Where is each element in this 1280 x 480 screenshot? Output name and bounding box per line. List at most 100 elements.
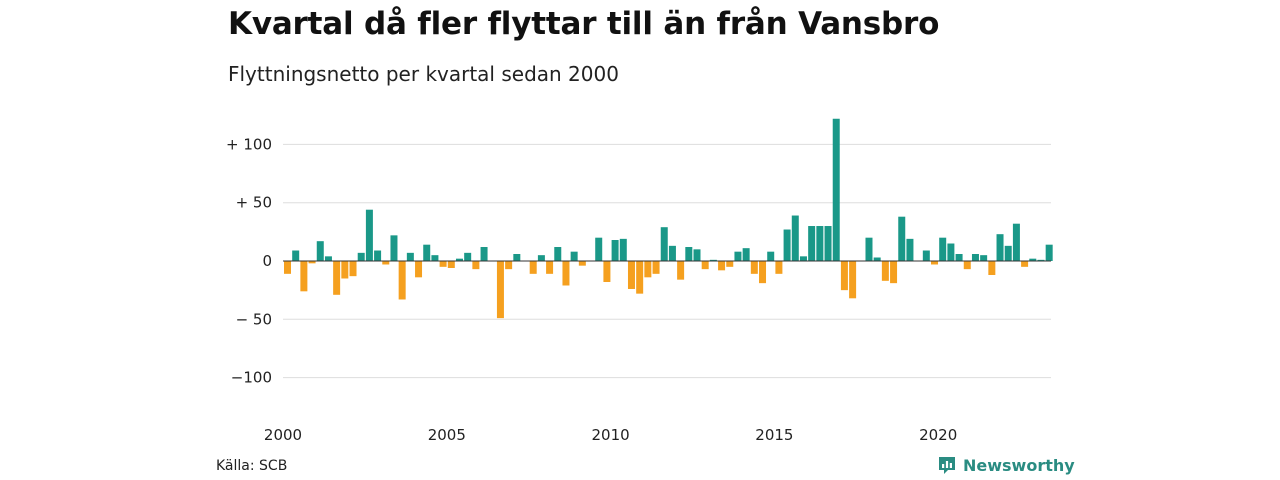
bar xyxy=(906,238,914,261)
bar xyxy=(455,258,463,261)
bar xyxy=(546,261,554,274)
bar xyxy=(439,261,447,267)
x-tick-label: 2010 xyxy=(592,426,630,444)
bar xyxy=(636,261,644,294)
bar xyxy=(398,261,406,300)
bar xyxy=(767,251,775,261)
bar xyxy=(595,237,603,261)
bar xyxy=(865,237,873,261)
bar xyxy=(799,256,807,261)
bar xyxy=(824,226,832,261)
bar xyxy=(660,227,668,261)
bar xyxy=(849,261,857,299)
bar xyxy=(627,261,635,289)
bar xyxy=(816,226,824,261)
bar xyxy=(685,247,693,261)
bar xyxy=(644,261,652,278)
bar xyxy=(652,261,660,274)
bar xyxy=(1012,223,1020,261)
bar xyxy=(578,261,586,266)
bar xyxy=(464,252,472,261)
bar xyxy=(513,254,521,261)
x-tick-label: 2020 xyxy=(919,426,957,444)
bar xyxy=(570,251,578,261)
bar xyxy=(333,261,341,295)
y-tick-label: + 50 xyxy=(236,194,272,212)
bar xyxy=(980,255,988,261)
bar xyxy=(750,261,758,274)
bar xyxy=(406,252,414,261)
bar xyxy=(988,261,996,275)
bar xyxy=(881,261,889,281)
bars xyxy=(283,118,1053,319)
bar xyxy=(759,261,767,284)
bar xyxy=(349,261,357,277)
brand-name: Newsworthy xyxy=(963,455,1075,475)
bar xyxy=(505,261,513,270)
y-tick-label: + 100 xyxy=(226,135,272,153)
bar xyxy=(693,249,701,261)
bar xyxy=(562,261,570,286)
bar xyxy=(898,216,906,261)
bar xyxy=(971,254,979,261)
bar xyxy=(791,215,799,261)
bar xyxy=(939,237,947,261)
bar xyxy=(832,118,840,261)
bar xyxy=(668,245,676,261)
bar xyxy=(1045,244,1053,261)
bar xyxy=(496,261,504,319)
bar xyxy=(783,229,791,261)
bar xyxy=(1004,245,1012,261)
bar xyxy=(1037,259,1045,261)
bar xyxy=(415,261,423,278)
bar xyxy=(292,250,300,261)
bar xyxy=(529,261,537,274)
bar xyxy=(374,250,382,261)
bar xyxy=(890,261,898,284)
bar xyxy=(537,255,545,261)
x-tick-label: 2015 xyxy=(755,426,793,444)
y-tick-label: −100 xyxy=(231,369,272,387)
bar xyxy=(922,250,930,261)
bar xyxy=(357,252,365,261)
bar xyxy=(775,261,783,274)
x-tick-label: 2000 xyxy=(264,426,302,444)
bar xyxy=(963,261,971,270)
bar xyxy=(447,261,455,268)
bar xyxy=(677,261,685,280)
bar xyxy=(431,255,439,261)
bar xyxy=(472,261,480,270)
bar xyxy=(947,243,955,261)
bar xyxy=(365,209,373,261)
bar xyxy=(1021,261,1029,267)
bar xyxy=(300,261,308,292)
bar xyxy=(931,261,939,265)
y-tick-label: − 50 xyxy=(236,310,272,328)
chart-title: Kvartal då fler flyttar till än från Van… xyxy=(228,6,940,42)
bar xyxy=(1029,258,1037,261)
y-axis-ticks: + 100 + 50 0 − 50 −100 xyxy=(226,135,272,386)
bar xyxy=(284,261,291,274)
bar xyxy=(382,261,390,265)
chart-subtitle: Flyttningsnetto per kvartal sedan 2000 xyxy=(228,62,619,86)
bar xyxy=(480,247,488,261)
y-tick-label: 0 xyxy=(262,252,272,270)
bar xyxy=(390,235,398,261)
bar xyxy=(996,234,1004,261)
bar xyxy=(423,244,431,261)
bar xyxy=(742,248,750,261)
bar xyxy=(341,261,349,279)
bar xyxy=(734,251,742,261)
bar xyxy=(955,254,963,261)
x-tick-label: 2005 xyxy=(428,426,466,444)
bar xyxy=(726,261,734,267)
bar xyxy=(554,247,562,261)
source-note: Källa: SCB xyxy=(216,458,288,474)
bar xyxy=(873,257,881,261)
bar xyxy=(324,256,332,261)
bar xyxy=(718,261,726,271)
newsworthy-logo-icon xyxy=(939,457,955,474)
brand-logo[interactable]: Newsworthy xyxy=(937,455,1075,475)
bar xyxy=(808,226,816,261)
